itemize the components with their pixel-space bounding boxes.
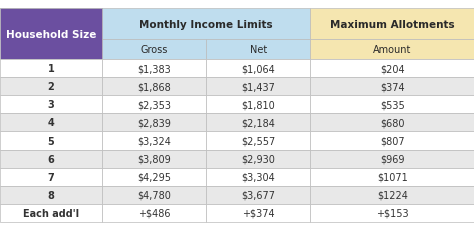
Text: Household Size: Household Size: [6, 29, 96, 40]
Text: 1: 1: [47, 64, 55, 74]
Text: $3,324: $3,324: [137, 136, 171, 146]
FancyBboxPatch shape: [0, 9, 102, 60]
FancyBboxPatch shape: [310, 96, 474, 114]
Text: $4,780: $4,780: [137, 190, 171, 200]
Text: Each add'l: Each add'l: [23, 208, 79, 218]
FancyBboxPatch shape: [102, 78, 206, 96]
FancyBboxPatch shape: [0, 132, 102, 150]
FancyBboxPatch shape: [206, 204, 310, 222]
Text: $535: $535: [380, 100, 405, 110]
FancyBboxPatch shape: [0, 9, 102, 40]
FancyBboxPatch shape: [102, 204, 206, 222]
Text: $3,304: $3,304: [241, 172, 275, 182]
Text: $1224: $1224: [377, 190, 408, 200]
Text: 5: 5: [47, 136, 55, 146]
FancyBboxPatch shape: [0, 60, 102, 78]
Text: $4,295: $4,295: [137, 172, 171, 182]
FancyBboxPatch shape: [0, 96, 102, 114]
FancyBboxPatch shape: [0, 78, 102, 96]
Text: 2: 2: [47, 82, 55, 92]
Text: +$374: +$374: [242, 208, 274, 218]
Text: 3: 3: [47, 100, 55, 110]
FancyBboxPatch shape: [0, 168, 102, 186]
FancyBboxPatch shape: [0, 204, 102, 222]
Text: 6: 6: [47, 154, 55, 164]
Text: $3,809: $3,809: [137, 154, 171, 164]
Text: $3,677: $3,677: [241, 190, 275, 200]
FancyBboxPatch shape: [206, 96, 310, 114]
FancyBboxPatch shape: [310, 60, 474, 78]
Text: 7: 7: [47, 172, 55, 182]
Text: $1071: $1071: [377, 172, 408, 182]
Text: Net: Net: [250, 45, 267, 55]
FancyBboxPatch shape: [102, 40, 206, 60]
FancyBboxPatch shape: [206, 186, 310, 204]
FancyBboxPatch shape: [102, 150, 206, 168]
FancyBboxPatch shape: [310, 168, 474, 186]
Text: 8: 8: [47, 190, 55, 200]
FancyBboxPatch shape: [206, 150, 310, 168]
FancyBboxPatch shape: [310, 132, 474, 150]
FancyBboxPatch shape: [102, 60, 206, 78]
Text: +$486: +$486: [138, 208, 170, 218]
Text: $1,437: $1,437: [241, 82, 275, 92]
Text: $2,839: $2,839: [137, 118, 171, 128]
Text: $807: $807: [380, 136, 404, 146]
FancyBboxPatch shape: [310, 114, 474, 132]
Text: Maximum Allotments: Maximum Allotments: [330, 20, 455, 30]
Text: $204: $204: [380, 64, 404, 74]
Text: $2,557: $2,557: [241, 136, 275, 146]
Text: Monthly Income Limits: Monthly Income Limits: [139, 20, 273, 30]
FancyBboxPatch shape: [0, 150, 102, 168]
Text: $680: $680: [380, 118, 404, 128]
Text: $1,064: $1,064: [241, 64, 275, 74]
Text: $1,810: $1,810: [241, 100, 275, 110]
Text: Gross: Gross: [140, 45, 168, 55]
FancyBboxPatch shape: [310, 204, 474, 222]
FancyBboxPatch shape: [0, 186, 102, 204]
FancyBboxPatch shape: [206, 114, 310, 132]
Text: $2,184: $2,184: [241, 118, 275, 128]
Text: +$153: +$153: [376, 208, 409, 218]
FancyBboxPatch shape: [102, 114, 206, 132]
Text: $2,353: $2,353: [137, 100, 171, 110]
FancyBboxPatch shape: [102, 9, 310, 40]
Text: $374: $374: [380, 82, 404, 92]
FancyBboxPatch shape: [310, 40, 474, 60]
FancyBboxPatch shape: [310, 150, 474, 168]
FancyBboxPatch shape: [310, 186, 474, 204]
Text: $969: $969: [380, 154, 404, 164]
Text: 4: 4: [47, 118, 55, 128]
FancyBboxPatch shape: [102, 96, 206, 114]
FancyBboxPatch shape: [310, 9, 474, 40]
FancyBboxPatch shape: [310, 78, 474, 96]
FancyBboxPatch shape: [206, 40, 310, 60]
FancyBboxPatch shape: [102, 168, 206, 186]
Text: $2,930: $2,930: [241, 154, 275, 164]
Text: $1,868: $1,868: [137, 82, 171, 92]
FancyBboxPatch shape: [0, 114, 102, 132]
Text: $1,383: $1,383: [137, 64, 171, 74]
Text: Amount: Amount: [373, 45, 411, 55]
FancyBboxPatch shape: [102, 186, 206, 204]
FancyBboxPatch shape: [102, 132, 206, 150]
FancyBboxPatch shape: [206, 132, 310, 150]
FancyBboxPatch shape: [206, 78, 310, 96]
FancyBboxPatch shape: [206, 168, 310, 186]
FancyBboxPatch shape: [206, 60, 310, 78]
